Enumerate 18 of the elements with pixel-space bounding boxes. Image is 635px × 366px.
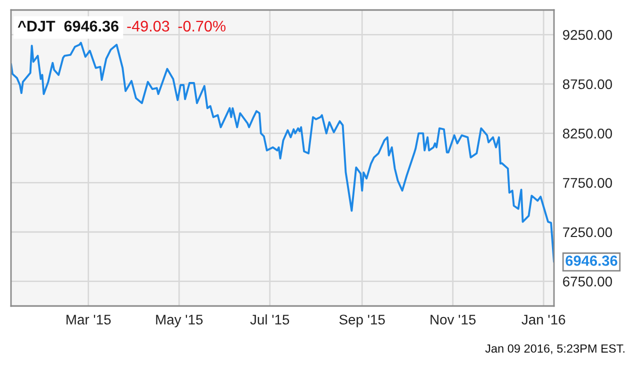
text: ^DJT 6946.36 <box>18 20 118 32</box>
x-tick-label: Jul '15 <box>250 314 290 325</box>
x-tick-label: Sep '15 <box>339 314 385 328</box>
x-tick-label: Mar '15 <box>66 314 111 325</box>
x-tick-label: Jan '16 <box>522 314 566 325</box>
annotation: 6946.36 <box>566 256 618 266</box>
annotation: -49.03 <box>127 20 170 32</box>
y-tick-label: 9250.00 <box>562 30 612 40</box>
line-series <box>11 42 554 263</box>
text: Jan 09 2016, 5:23PM EST. <box>485 344 624 354</box>
annotation: -0.70% <box>178 20 226 32</box>
y-tick-label: 7250.00 <box>563 227 612 238</box>
y-tick-label: 7750.00 <box>563 178 612 188</box>
x-tick-label: Nov '15 <box>430 314 476 325</box>
x-tick-label: May '15 <box>156 314 203 328</box>
y-tick-label: 8250.00 <box>562 128 612 139</box>
y-tick-label: 8750.00 <box>562 79 612 90</box>
y-tick-label: 6750.00 <box>563 276 612 287</box>
